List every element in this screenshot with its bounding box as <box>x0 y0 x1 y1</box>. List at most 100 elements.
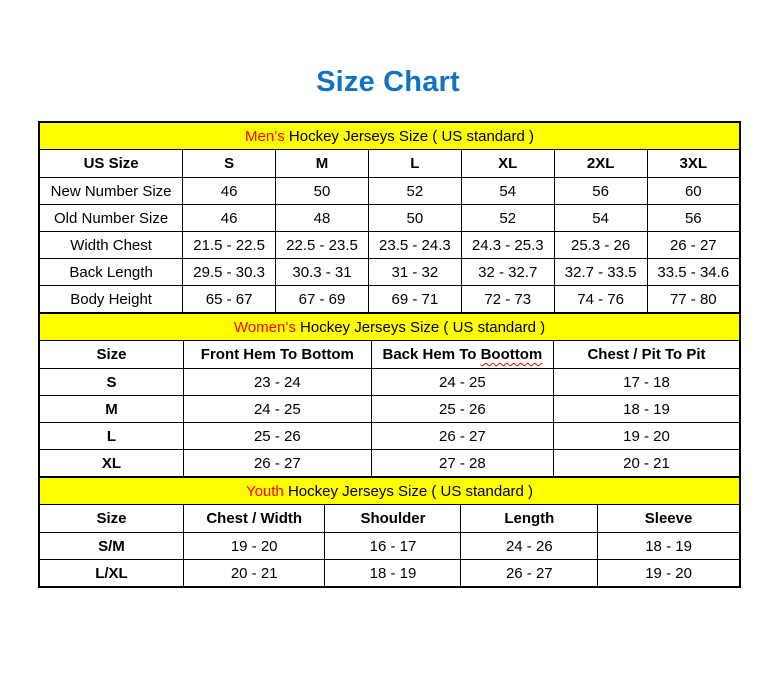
table-row: Youth Hockey Jerseys Size ( US standard … <box>38 476 741 505</box>
cell: 32 - 32.7 <box>460 258 555 286</box>
cell: 26 - 27 <box>646 231 741 259</box>
table-row: L/XL 20 - 21 18 - 19 26 - 27 19 - 20 <box>38 559 741 588</box>
womens-size-table: Women’s Hockey Jerseys Size ( US standar… <box>38 312 741 478</box>
youth-col-header-sleeve: Sleeve <box>597 504 741 533</box>
cell: 24 - 25 <box>182 395 372 423</box>
row-label: S <box>38 368 184 396</box>
table-row: Women’s Hockey Jerseys Size ( US standar… <box>38 312 741 341</box>
row-label: New Number Size <box>38 177 184 205</box>
cell: 54 <box>460 177 555 205</box>
row-label: L <box>38 422 184 450</box>
page-title: Size Chart <box>316 66 460 98</box>
cell: 19 - 20 <box>553 422 741 450</box>
cell: 56 <box>553 177 648 205</box>
cell: 31 - 32 <box>367 258 462 286</box>
cell: 67 - 69 <box>275 285 369 314</box>
cell: 56 <box>646 204 741 232</box>
cell: 26 - 27 <box>182 449 372 478</box>
table-row: Men’s Hockey Jerseys Size ( US standard … <box>38 121 741 150</box>
cell: 22.5 - 23.5 <box>275 231 369 259</box>
cell: 26 - 27 <box>460 559 599 588</box>
cell: 20 - 21 <box>553 449 741 478</box>
cell: 25 - 26 <box>370 395 555 423</box>
womens-banner-highlight: Women’s <box>233 318 296 336</box>
table-row: Back Length 29.5 - 30.3 30.3 - 31 31 - 3… <box>38 258 741 286</box>
cell: 72 - 73 <box>460 285 555 314</box>
cell: 65 - 67 <box>182 285 277 314</box>
womens-banner-text: Hockey Jerseys Size ( US standard ) <box>295 318 546 336</box>
youth-col-header-shoulder: Shoulder <box>324 504 462 533</box>
cell: 48 <box>275 204 369 232</box>
row-label: Width Chest <box>38 231 184 259</box>
cell: 23.5 - 24.3 <box>367 231 462 259</box>
table-row: Body Height 65 - 67 67 - 69 69 - 71 72 -… <box>38 285 741 314</box>
youth-col-header-chest-width: Chest / Width <box>182 504 326 533</box>
table-row: Old Number Size 46 48 50 52 54 56 <box>38 204 741 232</box>
cell: 46 <box>182 204 277 232</box>
table-row: Width Chest 21.5 - 22.5 22.5 - 23.5 23.5… <box>38 231 741 259</box>
cell: 60 <box>646 177 741 205</box>
cell: 52 <box>460 204 555 232</box>
womens-col-header-front-hem: Front Hem To Bottom <box>182 340 372 369</box>
cell: 20 - 21 <box>182 559 326 588</box>
womens-col-header-size: Size <box>38 340 184 369</box>
womens-col-header-chest: Chest / Pit To Pit <box>553 340 741 369</box>
youth-col-header-size: Size <box>38 504 184 533</box>
youth-banner-highlight: Youth <box>245 482 284 500</box>
row-label: S/M <box>38 532 184 560</box>
womens-header-row: Size Front Hem To Bottom Back Hem To Boo… <box>38 340 741 369</box>
cell: 21.5 - 22.5 <box>182 231 277 259</box>
youth-col-header-length: Length <box>460 504 599 533</box>
row-label: L/XL <box>38 559 184 588</box>
mens-size-table: Men’s Hockey Jerseys Size ( US standard … <box>38 121 741 314</box>
cell: 23 - 24 <box>182 368 372 396</box>
mens-col-header-3xl: 3XL <box>646 149 741 178</box>
mens-col-header-2xl: 2XL <box>553 149 648 178</box>
mens-col-header-xl: XL <box>460 149 555 178</box>
table-row: S 23 - 24 24 - 25 17 - 18 <box>38 368 741 396</box>
cell: 25 - 26 <box>182 422 372 450</box>
table-row: L 25 - 26 26 - 27 19 - 20 <box>38 422 741 450</box>
youth-size-table: Youth Hockey Jerseys Size ( US standard … <box>38 476 741 588</box>
cell: 25.3 - 26 <box>553 231 648 259</box>
table-row: XL 26 - 27 27 - 28 20 - 21 <box>38 449 741 478</box>
youth-banner-text: Hockey Jerseys Size ( US standard ) <box>283 482 534 500</box>
cell: 30.3 - 31 <box>275 258 369 286</box>
cell: 77 - 80 <box>646 285 741 314</box>
cell: 32.7 - 33.5 <box>553 258 648 286</box>
mens-col-header-m: M <box>275 149 369 178</box>
cell: 69 - 71 <box>367 285 462 314</box>
womens-col-header-back-hem: Back Hem To Boottom <box>370 340 555 369</box>
table-row: S/M 19 - 20 16 - 17 24 - 26 18 - 19 <box>38 532 741 560</box>
cell: 46 <box>182 177 277 205</box>
youth-header-row: Size Chest / Width Shoulder Length Sleev… <box>38 504 741 533</box>
back-hem-prefix: Back Hem To <box>382 346 481 363</box>
cell: 24.3 - 25.3 <box>460 231 555 259</box>
cell: 50 <box>275 177 369 205</box>
mens-banner-highlight: Men’s <box>244 127 285 145</box>
mens-col-header-l: L <box>367 149 462 178</box>
row-label: XL <box>38 449 184 478</box>
cell: 33.5 - 34.6 <box>646 258 741 286</box>
mens-header-row: US Size S M L XL 2XL 3XL <box>38 149 741 178</box>
back-hem-misspelled-word: Boottom <box>480 346 543 363</box>
mens-col-header-us-size: US Size <box>38 149 184 178</box>
row-label: Back Length <box>38 258 184 286</box>
mens-banner-text: Hockey Jerseys Size ( US standard ) <box>284 127 534 145</box>
row-label: Old Number Size <box>38 204 184 232</box>
mens-table-banner: Men’s Hockey Jerseys Size ( US standard … <box>38 121 741 150</box>
table-row: New Number Size 46 50 52 54 56 60 <box>38 177 741 205</box>
cell: 50 <box>367 204 462 232</box>
cell: 16 - 17 <box>324 532 462 560</box>
youth-table-banner: Youth Hockey Jerseys Size ( US standard … <box>38 476 741 505</box>
cell: 24 - 26 <box>460 532 599 560</box>
cell: 74 - 76 <box>553 285 648 314</box>
cell: 52 <box>367 177 462 205</box>
tables-container: Men’s Hockey Jerseys Size ( US standard … <box>38 121 741 588</box>
mens-col-header-s: S <box>182 149 277 178</box>
row-label: Body Height <box>38 285 184 314</box>
cell: 18 - 19 <box>324 559 462 588</box>
table-row: M 24 - 25 25 - 26 18 - 19 <box>38 395 741 423</box>
cell: 54 <box>553 204 648 232</box>
